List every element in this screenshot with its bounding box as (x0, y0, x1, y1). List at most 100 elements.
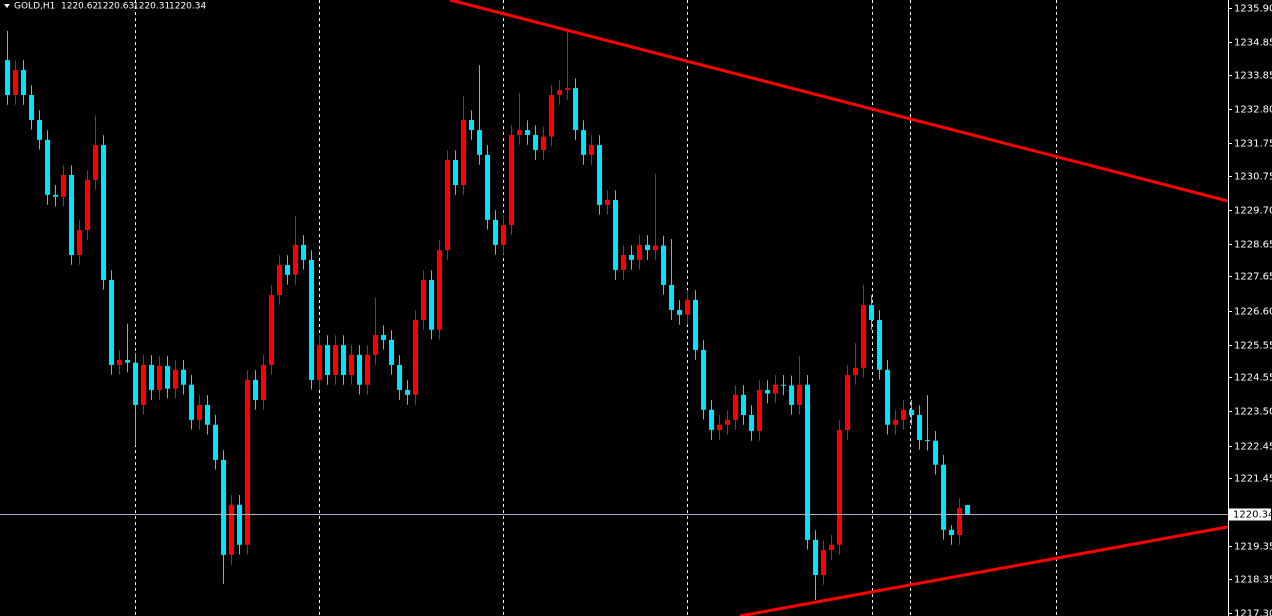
candle-body (965, 505, 970, 515)
menu-arrow[interactable] (4, 4, 10, 8)
candle-body (701, 349, 706, 410)
symbol: GOLD,H1 (14, 2, 55, 12)
candle-body (309, 259, 314, 380)
candle-body (509, 134, 514, 226)
candle-body (477, 130, 482, 155)
candle-body (829, 544, 834, 550)
y-tick-label: 1218.35 (1234, 575, 1272, 586)
candle-body (261, 364, 266, 401)
candle-body (37, 120, 42, 140)
candle-body (325, 345, 330, 375)
y-tick-label: 1233.85 (1234, 71, 1272, 82)
candle-body (213, 424, 218, 460)
candle-body (581, 130, 586, 155)
candle-body (621, 254, 626, 270)
y-tick-label: 1217.30 (1234, 609, 1272, 616)
candle-body (277, 265, 282, 295)
candle-body (453, 160, 458, 186)
candle-body (61, 174, 66, 197)
candle-body (877, 320, 882, 370)
candle-body (13, 69, 18, 95)
candle-body (269, 294, 274, 365)
y-tick-label: 1232.80 (1234, 105, 1272, 116)
candle-body (29, 94, 34, 121)
candle-body (725, 419, 730, 425)
header-close: 1220.34 (169, 2, 206, 12)
candle-body (677, 309, 682, 315)
y-tick-label: 1227.65 (1234, 272, 1272, 283)
y-tick-label: 1230.75 (1234, 172, 1272, 183)
candle-body (917, 415, 922, 441)
candle-body (45, 139, 50, 195)
candle-body (85, 179, 90, 230)
candle-body (669, 284, 674, 310)
header: GOLD,H1 1220.62 1220.63 1220.31 1220.34 (4, 2, 206, 12)
candle-body (597, 145, 602, 205)
y-tick-label: 1223.50 (1234, 407, 1272, 418)
y-tick-label: 1234.85 (1234, 38, 1272, 49)
candle-body (605, 200, 610, 205)
candle-body (133, 362, 138, 405)
trendline (739, 525, 1228, 616)
candle-body (253, 379, 258, 401)
candle-body (637, 244, 642, 260)
header-high: 1220.63 (97, 2, 134, 12)
candle-body (933, 440, 938, 465)
last-price-label: 1220.34 (1233, 510, 1272, 521)
y-tick-label: 1231.75 (1234, 139, 1272, 150)
candle-body (181, 369, 186, 385)
candle-body (237, 504, 242, 545)
candle-body (429, 280, 434, 330)
candle-body (861, 305, 866, 368)
candle-body (549, 94, 554, 137)
y-tick-label: 1229.70 (1234, 206, 1272, 217)
candle-body (365, 354, 370, 385)
candle-body (149, 364, 154, 390)
y-tick-label: 1226.60 (1234, 307, 1272, 318)
candle-body (565, 88, 570, 91)
candle-body (533, 134, 538, 150)
y-tick-label: 1228.65 (1234, 240, 1272, 251)
candle-body (557, 90, 562, 95)
candles (5, 30, 970, 601)
candle-body (693, 299, 698, 350)
candle-body (645, 244, 650, 251)
last-price-box (1229, 508, 1271, 521)
candle-body (125, 360, 130, 363)
candle-body (573, 88, 578, 131)
candle-body (109, 280, 114, 365)
candle-body (493, 219, 498, 245)
candle-body (389, 339, 394, 365)
candle-body (741, 394, 746, 416)
candle-body (341, 345, 346, 375)
candle-body (685, 299, 690, 315)
candle-body (157, 365, 162, 390)
candle-body (293, 244, 298, 275)
overlay (0, 0, 1228, 616)
candle-body (709, 409, 714, 430)
candle-body (517, 130, 522, 135)
candle-body (733, 394, 738, 420)
y-tick-label: 1222.45 (1234, 442, 1272, 453)
candle-body (349, 354, 354, 375)
candle-body (765, 389, 770, 394)
candle-body (613, 200, 618, 270)
candle-body (141, 364, 146, 405)
y-tick-label: 1224.55 (1234, 373, 1272, 384)
candle-body (301, 244, 306, 260)
candle-body (485, 154, 490, 220)
candle-body (469, 120, 474, 131)
candle-body (773, 384, 778, 394)
candle-body (757, 389, 762, 431)
candle-body (245, 379, 250, 545)
candle-body (797, 384, 802, 405)
candle-body (77, 229, 82, 255)
candle-body (189, 384, 194, 420)
candle-body (381, 334, 386, 340)
candle-body (629, 254, 634, 260)
candle-body (397, 364, 402, 390)
candle-body (661, 245, 666, 285)
